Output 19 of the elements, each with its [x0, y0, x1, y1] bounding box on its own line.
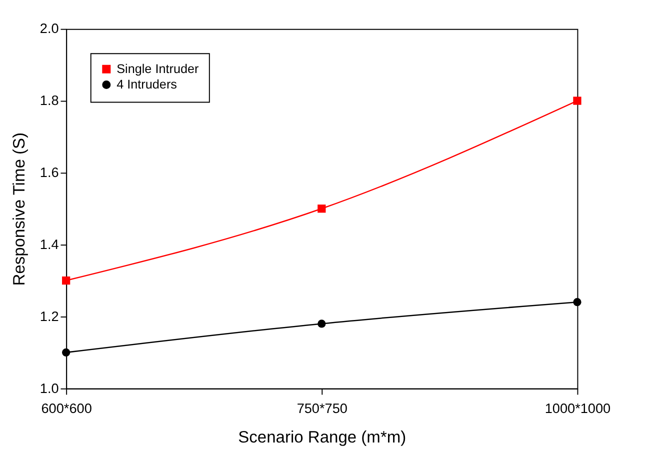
x-axis-title: Scenario Range (m*m): [238, 427, 406, 446]
x-tick-label: 1000*1000: [544, 401, 612, 416]
y-tick-label: 1.0: [40, 380, 60, 396]
point: [573, 298, 582, 306]
y-tick-label: 1.4: [40, 236, 60, 252]
y-tick-label: 1.6: [40, 165, 59, 180]
y-tick-label: 2.0: [40, 21, 60, 36]
x-tick-label: 750*750: [296, 401, 348, 416]
point: [318, 320, 326, 328]
point: [62, 348, 70, 357]
point: [62, 276, 70, 285]
y-axis-title: Responsive Time (S): [9, 132, 28, 286]
y-tick-label: 1.2: [40, 308, 59, 324]
point: [318, 204, 326, 213]
y-tick-label: 1.8: [40, 93, 59, 108]
point: [573, 96, 582, 105]
legend-label: Single Intruder: [116, 62, 199, 76]
legend-label: 4 Intruders: [116, 78, 177, 92]
x-tick-label: 600*600: [41, 401, 92, 416]
